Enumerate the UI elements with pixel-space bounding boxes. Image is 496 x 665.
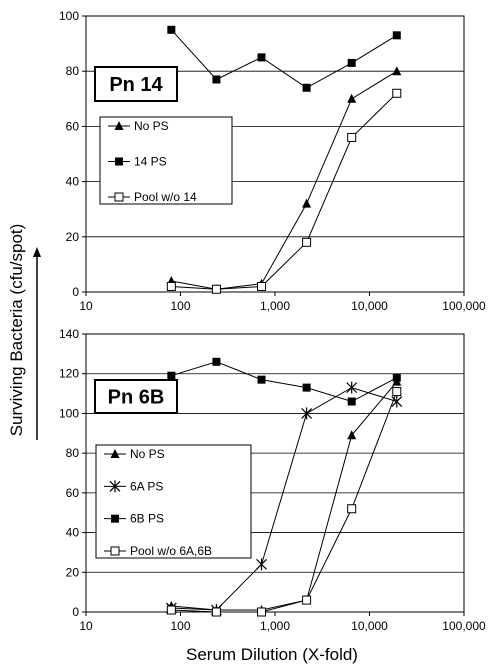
- chart1-x-tick-label: 10: [79, 299, 93, 313]
- chart1-series-3-point: [347, 132, 357, 142]
- chart2-series-4-point: [347, 504, 357, 514]
- chart2-series-3-point: [347, 397, 356, 406]
- chart2-x-tick-label: 100,000: [442, 619, 486, 633]
- chart1-legend-label: 14 PS: [134, 155, 167, 169]
- chart2-legend-label: 6A PS: [130, 479, 163, 493]
- chart2-series-4-point: [257, 607, 267, 617]
- chart1-title: Pn 14: [109, 74, 163, 96]
- chart2-x-tick-label: 1,000: [260, 619, 290, 633]
- chart1-y-tick-label: 60: [66, 119, 80, 133]
- chart1-series-1-point: [347, 93, 357, 103]
- chart2-legend-marker: [109, 480, 121, 493]
- chart1-x-tick-label: 10,000: [351, 299, 388, 313]
- chart2-y-tick-label: 60: [66, 486, 80, 500]
- chart2-legend-label: Pool w/o 6A,6B: [130, 544, 212, 558]
- chart2-series-2-point: [256, 558, 267, 571]
- chart1-y-tick-label: 20: [66, 230, 80, 244]
- y-axis-title-group: Surviving Bacteria (cfu/spot): [7, 224, 26, 437]
- chart1-y-tick-label: 40: [66, 175, 80, 189]
- chart2-title: Pn 6B: [108, 387, 165, 409]
- chart1-series-2-point: [167, 25, 176, 34]
- chart1-series-2-point: [302, 83, 311, 92]
- chart2-series-4-line: [171, 391, 398, 613]
- chart1-x-tick-label: 1,000: [260, 299, 290, 313]
- chart1-series-2-point: [257, 53, 266, 62]
- chart2-legend-marker: [111, 514, 119, 523]
- chart2-series-4-point: [166, 605, 176, 615]
- chart1-series-1-point: [392, 66, 402, 76]
- chart1-title-box: [94, 66, 178, 102]
- chart2-y-tick-label: 80: [66, 446, 80, 460]
- chart1-legend-marker: [114, 121, 124, 130]
- chart2-series-4-point: [392, 387, 402, 397]
- chart2-series-3-point: [257, 375, 266, 384]
- chart2-series-3-point: [167, 371, 176, 380]
- chart2-legend-label: 6B PS: [130, 512, 164, 526]
- chart2-y-tick-label: 20: [66, 565, 80, 579]
- chart1-legend-marker: [114, 192, 124, 202]
- chart1-x-tick-label: 100,000: [442, 299, 486, 313]
- chart2-y-tick-label: 40: [66, 526, 80, 540]
- chart1-y-tick-label: 0: [72, 285, 79, 299]
- chart2-legend-label: No PS: [130, 447, 165, 461]
- chart1-series-3-point: [392, 88, 402, 98]
- chart1-series-3-point: [166, 281, 176, 291]
- chart1-legend-label: Pool w/o 14: [134, 190, 197, 204]
- y-axis-title: Surviving Bacteria (cfu/spot): [7, 224, 26, 437]
- chart2-title-box: [94, 379, 178, 414]
- chart2-series-4-point: [211, 607, 221, 617]
- y-axis-arrowhead: [33, 247, 41, 257]
- chart2-series-2-point: [346, 381, 358, 394]
- chart1-series-2-point: [392, 31, 401, 40]
- chart1-series-2-line: [170, 29, 398, 89]
- chart2-legend-marker: [110, 449, 120, 458]
- chart2-y-tick-label: 0: [72, 605, 79, 619]
- chart2-series-3-line: [171, 361, 398, 403]
- chart1-series-3-line: [171, 92, 398, 290]
- chart2-series-3-point: [212, 357, 221, 366]
- chart2-series-4-point: [302, 595, 312, 605]
- chart1-series-1-point: [302, 198, 312, 208]
- chart1-series-3-point: [257, 281, 267, 291]
- chart2-series-3-point: [302, 383, 311, 392]
- chart1-series-3-point: [211, 284, 221, 294]
- chart2-legend: [95, 444, 252, 559]
- chart-pn6b: 0 20 40 60 80 100 120 140 10 100 1,000 10,000 100,00…: [59, 327, 486, 633]
- chart2-x-tick-label: 10,000: [351, 619, 388, 633]
- chart2-x-tick-label: 100: [170, 619, 190, 633]
- chart1-series-1-line: [171, 70, 398, 290]
- chart2-series-2-point: [301, 407, 313, 420]
- chart1-series-2-point: [212, 75, 221, 84]
- chart2-y-tick-label: 140: [59, 327, 79, 341]
- chart2-legend-marker: [110, 546, 120, 556]
- chart2-series-2-line: [171, 387, 397, 611]
- chart2-y-tick-label: 120: [59, 367, 79, 381]
- chart2-series-3-point: [392, 373, 401, 382]
- chart1-series-3-point: [302, 237, 312, 247]
- x-axis-title: Serum Dilution (X-fold): [186, 645, 358, 664]
- chart-pn14: 0 20 40 60 80 100 10 100 1,000 10,000 100,000 Pn 14…: [59, 9, 486, 313]
- chart1-legend-marker: [115, 157, 123, 166]
- chart1-series-2-point: [347, 58, 356, 67]
- chart2-series-1-point: [347, 430, 357, 440]
- chart1-y-tick-label: 80: [66, 64, 80, 78]
- chart2-y-tick-label: 100: [59, 406, 79, 420]
- chart1-legend-label: No PS: [134, 119, 169, 133]
- chart2-x-tick-label: 10: [79, 619, 93, 633]
- chart2-series-2-point: [391, 395, 403, 408]
- chart1-y-tick-label: 100: [59, 9, 79, 23]
- chart1-x-tick-label: 100: [170, 299, 190, 313]
